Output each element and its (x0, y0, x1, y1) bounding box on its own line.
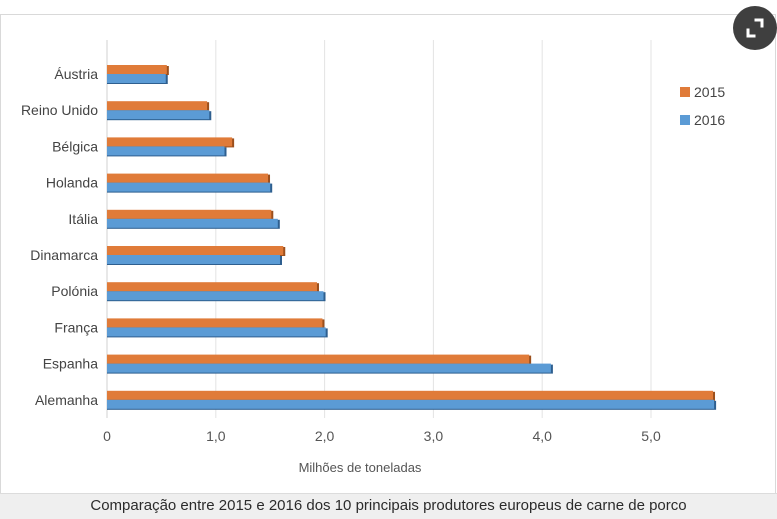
bar-2015 (107, 390, 714, 400)
bar-2016 (107, 327, 326, 337)
figure-caption: Comparação entre 2015 e 2016 dos 10 prin… (0, 493, 777, 519)
bars (107, 65, 717, 410)
expand-icon (746, 18, 764, 38)
category-labels: Áustria Reino Unido Bélgica Holanda Itália Di… (21, 66, 98, 408)
bar-2016 (107, 291, 324, 301)
bar-2015 (107, 246, 284, 255)
expand-button[interactable] (733, 6, 777, 50)
x-tick-label: 4,0 (532, 428, 552, 444)
bar-2015 (107, 354, 530, 364)
legend-label: 2016 (694, 112, 725, 128)
bar-2015 (107, 318, 323, 328)
x-tick-label: 2,0 (315, 428, 335, 444)
category-label: Dinamarca (30, 247, 98, 263)
x-tick-labels: 0 1,0 2,0 3,0 4,0 5,0 (103, 428, 661, 444)
bar-2016 (107, 74, 166, 83)
bar-2016 (107, 182, 271, 192)
x-tick-label: 3,0 (424, 428, 444, 444)
chart-frame (0, 14, 776, 518)
bar-2015 (107, 209, 272, 219)
category-label: França (54, 319, 98, 335)
category-label: Áustria (54, 66, 98, 82)
x-tick-label: 5,0 (641, 428, 661, 444)
x-tick-label: 0 (103, 428, 111, 444)
legend: 2015 2016 (680, 84, 725, 128)
legend-swatch (680, 87, 690, 97)
bar-2016 (107, 218, 278, 228)
bar-2016 (107, 146, 225, 156)
category-label: Alemanha (35, 392, 98, 408)
bar-2016 (107, 363, 551, 373)
bar-2015 (107, 65, 167, 74)
category-label: Holanda (46, 175, 98, 191)
bar-chart: Áustria Reino Unido Bélgica Holanda Itália Di… (21, 40, 725, 475)
x-axis-title: Milhões de toneladas (299, 460, 422, 475)
bar-2015 (107, 282, 317, 292)
bar-2015 (107, 137, 233, 147)
category-label: Polónia (51, 283, 98, 299)
x-tick-label: 1,0 (206, 428, 226, 444)
legend-label: 2015 (694, 84, 725, 100)
bar-2016 (107, 255, 280, 264)
bar-2015 (107, 173, 269, 183)
category-label: Itália (68, 211, 98, 227)
category-label: Bélgica (52, 138, 98, 154)
bar-2015 (107, 101, 208, 111)
category-label: Espanha (43, 356, 98, 372)
bar-2016 (107, 110, 210, 120)
bar-2016 (107, 399, 715, 409)
category-label: Reino Unido (21, 102, 98, 118)
legend-swatch (680, 115, 690, 125)
